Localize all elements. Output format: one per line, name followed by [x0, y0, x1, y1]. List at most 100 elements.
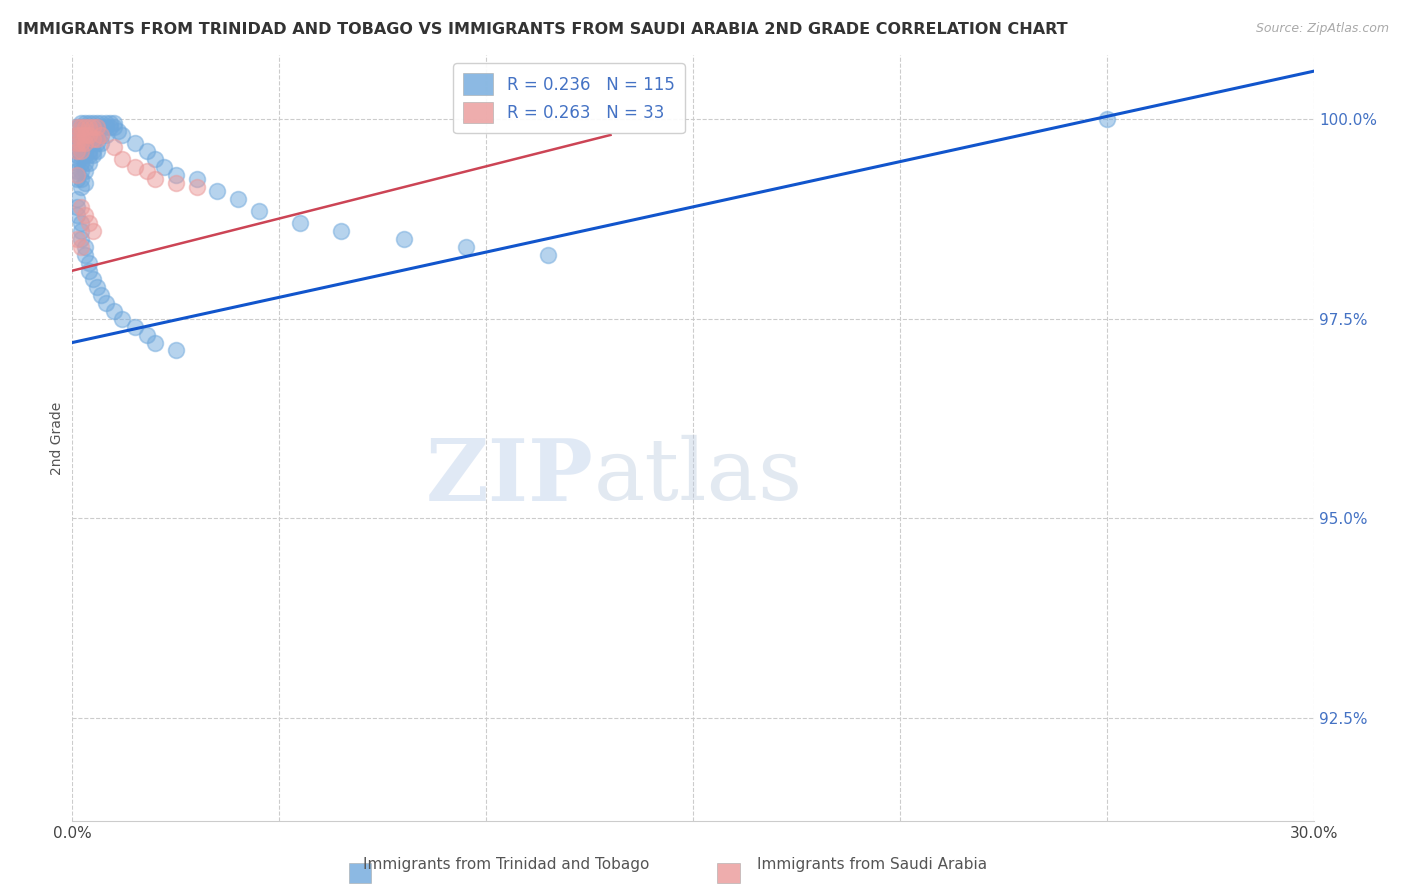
Point [1095, 112, 1118, 126]
Point [288, 216, 311, 230]
Point [65, 128, 87, 142]
Point [82, 148, 104, 162]
Point [73, 164, 96, 178]
Point [77, 120, 100, 134]
Y-axis label: 2nd Grade: 2nd Grade [51, 401, 65, 475]
Point [69, 148, 91, 162]
Point [65, 156, 87, 170]
Text: ZIP: ZIP [426, 434, 593, 518]
Point [65, 172, 87, 186]
Point [65, 120, 87, 134]
Point [392, 232, 415, 246]
Point [65, 136, 87, 150]
Legend: R = 0.236   N = 115, R = 0.263   N = 33: R = 0.236 N = 115, R = 0.263 N = 33 [453, 63, 685, 133]
Point [69, 224, 91, 238]
Point [73, 136, 96, 150]
Point [90, 287, 112, 301]
Point [77, 136, 100, 150]
Point [143, 335, 166, 350]
Point [69, 136, 91, 150]
Point [103, 116, 125, 130]
Point [73, 240, 96, 254]
Point [124, 160, 146, 174]
Point [82, 120, 104, 134]
Point [65, 144, 87, 158]
Point [82, 116, 104, 130]
Point [73, 248, 96, 262]
Point [77, 116, 100, 130]
Point [65, 164, 87, 178]
Point [82, 120, 104, 134]
Point [165, 343, 187, 358]
Point [94, 128, 117, 142]
Point [111, 152, 134, 166]
Point [136, 164, 159, 178]
Point [73, 128, 96, 142]
Point [69, 128, 91, 142]
Point [73, 116, 96, 130]
Point [94, 116, 117, 130]
Point [73, 208, 96, 222]
Point [98, 116, 121, 130]
Point [86, 136, 108, 150]
Point [165, 168, 187, 182]
Text: Immigrants from Saudi Arabia: Immigrants from Saudi Arabia [756, 857, 987, 872]
Point [82, 224, 104, 238]
Point [86, 279, 108, 293]
Point [73, 120, 96, 134]
Point [165, 176, 187, 190]
Point [111, 128, 134, 142]
Text: Source: ZipAtlas.com: Source: ZipAtlas.com [1256, 22, 1389, 36]
Point [69, 136, 91, 150]
Point [103, 140, 125, 154]
Point [82, 271, 104, 285]
Point [143, 172, 166, 186]
Point [103, 120, 125, 134]
Point [86, 132, 108, 146]
Point [65, 148, 87, 162]
Point [77, 144, 100, 158]
Point [94, 295, 117, 310]
Point [454, 240, 477, 254]
Point [65, 232, 87, 246]
Point [77, 255, 100, 269]
Point [143, 152, 166, 166]
Point [136, 144, 159, 158]
Point [69, 156, 91, 170]
Point [65, 128, 87, 142]
Point [103, 303, 125, 318]
Point [94, 120, 117, 134]
Point [124, 136, 146, 150]
Point [65, 136, 87, 150]
Point [65, 140, 87, 154]
Point [77, 216, 100, 230]
Point [98, 120, 121, 134]
Point [65, 192, 87, 206]
Point [69, 120, 91, 134]
Point [69, 120, 91, 134]
Point [73, 176, 96, 190]
Point [73, 148, 96, 162]
Point [90, 128, 112, 142]
Point [69, 144, 91, 158]
Point [73, 128, 96, 142]
Point [73, 120, 96, 134]
Point [186, 172, 208, 186]
Point [90, 128, 112, 142]
Point [73, 136, 96, 150]
Point [69, 164, 91, 178]
Point [73, 156, 96, 170]
Point [82, 144, 104, 158]
Point [69, 200, 91, 214]
Point [73, 144, 96, 158]
Text: IMMIGRANTS FROM TRINIDAD AND TOBAGO VS IMMIGRANTS FROM SAUDI ARABIA 2ND GRADE CO: IMMIGRANTS FROM TRINIDAD AND TOBAGO VS I… [17, 22, 1067, 37]
Point [111, 311, 134, 326]
Point [69, 144, 91, 158]
Point [82, 132, 104, 146]
Text: Immigrants from Trinidad and Tobago: Immigrants from Trinidad and Tobago [363, 857, 650, 872]
Point [537, 248, 560, 262]
Point [86, 120, 108, 134]
Point [90, 120, 112, 134]
Point [86, 128, 108, 142]
Point [77, 128, 100, 142]
